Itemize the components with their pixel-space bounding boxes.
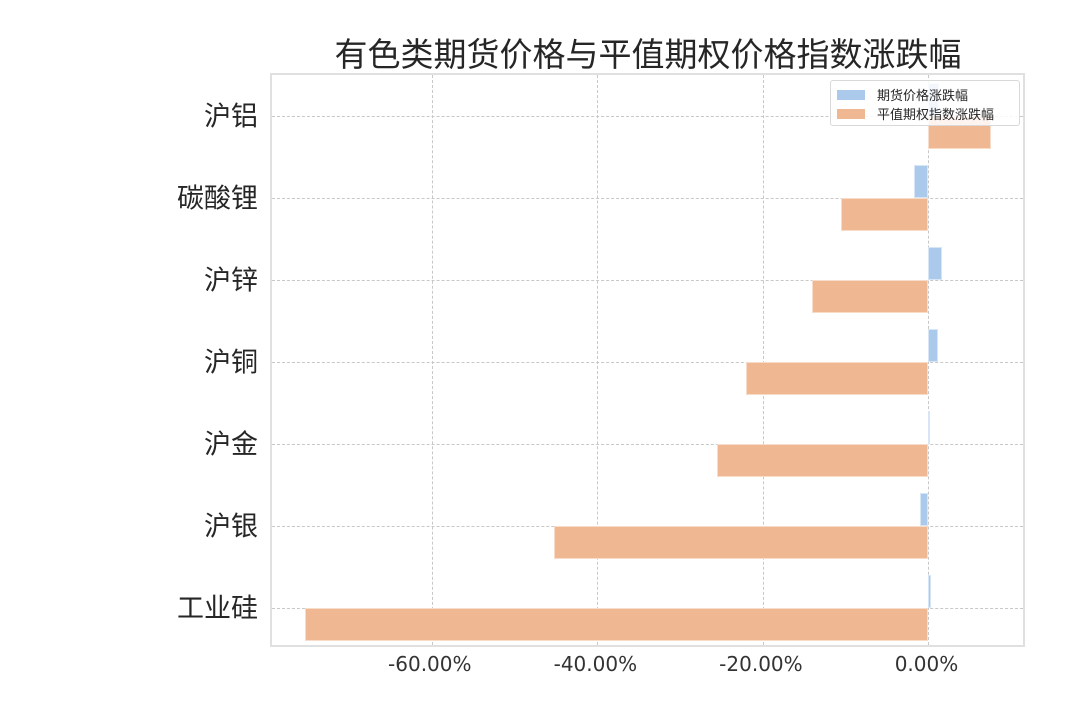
horizontal-gridline <box>272 280 1023 281</box>
bar-futures <box>914 165 929 198</box>
legend-label-futures: 期货价格涨跌幅 <box>877 89 969 104</box>
x-tick-label: -40.00% <box>553 652 638 676</box>
x-tick-label: -60.00% <box>388 652 472 676</box>
vertical-gridline <box>431 75 433 645</box>
chart-title: 有色类期货价格与平值期权价格指数涨跌幅 <box>334 35 962 74</box>
horizontal-gridline <box>272 116 1023 117</box>
x-tick-label: -20.00% <box>719 652 803 676</box>
y-category-label: 沪铜 <box>204 347 258 379</box>
y-category-label: 沪铝 <box>204 101 258 133</box>
horizontal-gridline <box>272 198 1023 199</box>
plot-area <box>270 73 1025 647</box>
bar-options <box>717 444 929 477</box>
legend: 期货价格涨跌幅 平值期权指数涨跌幅 <box>830 80 1020 126</box>
legend-swatch-options <box>837 108 865 119</box>
vertical-gridline <box>762 75 764 645</box>
bar-options <box>305 608 929 641</box>
vertical-gridline <box>597 75 599 645</box>
y-category-label: 碳酸锂 <box>177 183 258 215</box>
legend-label-options: 平值期权指数涨跌幅 <box>877 108 995 123</box>
y-category-label: 沪金 <box>204 429 258 461</box>
bar-futures <box>920 493 929 526</box>
bar-options <box>811 280 929 313</box>
y-category-label: 沪银 <box>204 511 258 543</box>
y-category-label: 工业硅 <box>177 593 258 625</box>
bar-options <box>745 362 929 395</box>
legend-item-options: 平值期权指数涨跌幅 <box>837 104 1013 123</box>
bar-futures <box>928 575 931 608</box>
horizontal-gridline <box>272 362 1023 363</box>
y-category-label: 沪锌 <box>204 265 258 297</box>
legend-swatch-futures <box>837 89 865 100</box>
bar-futures <box>928 411 931 444</box>
bar-futures <box>928 329 938 362</box>
bar-options <box>554 526 929 559</box>
bar-futures <box>928 247 942 280</box>
bar-options <box>840 198 929 231</box>
horizontal-gridline <box>272 444 1023 445</box>
legend-item-futures: 期货价格涨跌幅 <box>837 85 1013 104</box>
x-tick-label: 0.00% <box>894 652 959 676</box>
